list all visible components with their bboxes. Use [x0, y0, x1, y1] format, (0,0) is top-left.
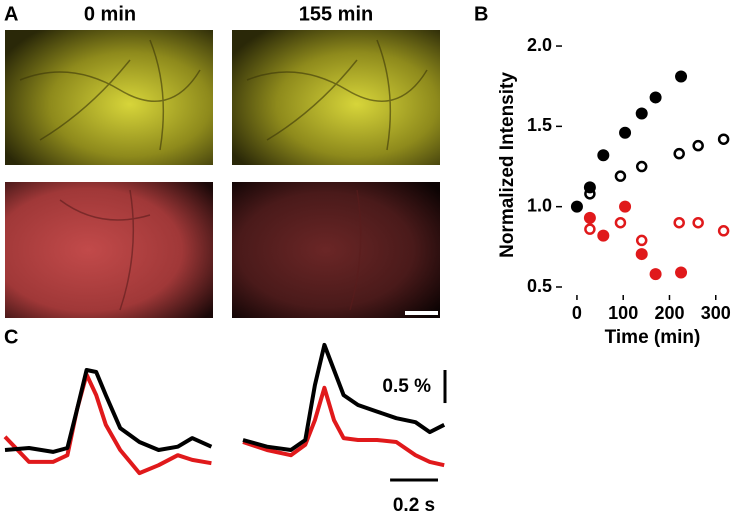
point [584, 188, 596, 200]
point [635, 107, 648, 120]
image-red-155 [232, 182, 440, 318]
point [673, 216, 685, 229]
point [649, 268, 662, 281]
point [570, 200, 583, 213]
x-tick-label: 100 [608, 303, 638, 323]
image-yellow-0 [5, 30, 213, 165]
image-label: 155 min [299, 3, 373, 25]
panel-label: A [4, 3, 18, 25]
point [675, 70, 688, 83]
point [635, 160, 648, 173]
panel-label: C [4, 326, 18, 348]
x-tick-label: 0 [572, 303, 582, 323]
point [673, 147, 685, 160]
y-tick-label: 1.5 [527, 115, 552, 135]
vessels-red [59, 189, 362, 311]
point [583, 211, 596, 224]
point [635, 248, 648, 261]
point [597, 149, 610, 162]
y-tick-label: 1.0 [527, 195, 552, 215]
x-tick-label: 200 [654, 303, 684, 323]
y-axis-label: Normalized Intensity [497, 72, 518, 258]
point [597, 229, 610, 242]
point [717, 133, 730, 145]
trace [4, 368, 213, 454]
point [649, 91, 662, 104]
point [692, 216, 704, 229]
point [619, 126, 632, 139]
scale-bar-y-label: 0.5 % [382, 376, 431, 397]
x-axis-label: Time (min) [605, 327, 701, 348]
image-label: 0 min [84, 3, 136, 25]
point [635, 234, 648, 247]
trace [242, 342, 446, 452]
point [717, 225, 730, 237]
point [614, 216, 627, 229]
point [692, 139, 704, 152]
x-tick-label: 300 [701, 303, 731, 323]
point [614, 170, 627, 182]
panel-label: B [474, 3, 488, 25]
point [619, 200, 632, 213]
point [675, 266, 688, 279]
trace [3, 372, 212, 476]
trace [242, 385, 445, 468]
image-red-0 [5, 182, 213, 318]
point [584, 223, 596, 235]
images [5, 30, 440, 318]
y-tick-label: 0.5 [527, 276, 552, 296]
scale-bar-x-label: 0.2 s [393, 495, 435, 516]
y-tick-label: 2.0 [527, 35, 552, 55]
image-yellow-155 [232, 30, 440, 165]
vessels [19, 39, 428, 151]
